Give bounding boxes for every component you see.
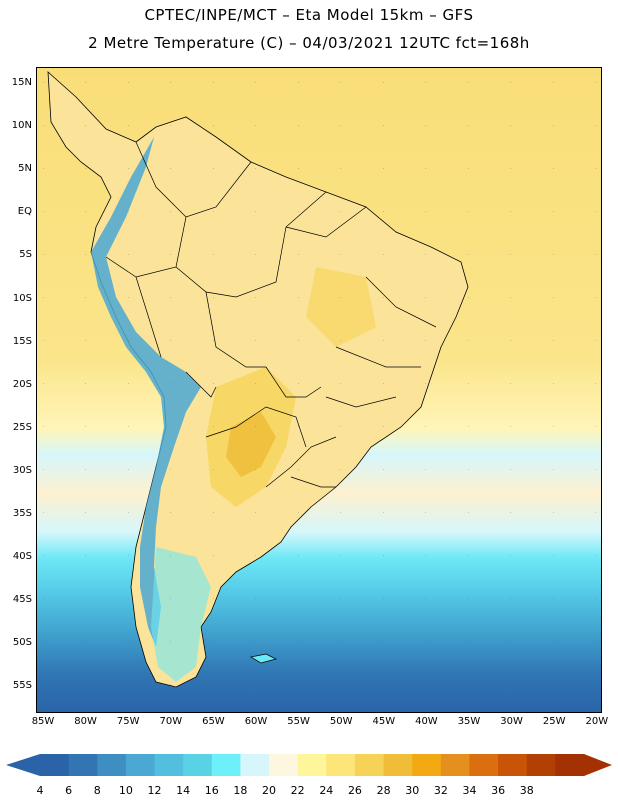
colorbar-swatch xyxy=(412,754,442,776)
longitude-label: 30W xyxy=(500,716,523,727)
longitude-label: 55W xyxy=(287,716,310,727)
colorbar-swatch xyxy=(40,754,70,776)
colorbar-swatch xyxy=(354,754,385,776)
colorbar-swatch xyxy=(498,754,528,776)
colorbar-swatch xyxy=(269,754,299,776)
latitude-label: 50S xyxy=(12,637,32,649)
map-title-line1: CPTEC/INPE/MCT – Eta Model 15km – GFS xyxy=(144,6,474,24)
colorbar-swatch xyxy=(469,754,499,776)
colorbar-swatch xyxy=(183,754,213,776)
latitude-label: 10S xyxy=(12,292,32,304)
colorbar-swatch xyxy=(68,754,98,776)
latitude-label: 25S xyxy=(12,421,32,433)
colorbar-label: 16 xyxy=(204,784,219,797)
longitude-label: 35W xyxy=(457,716,481,727)
colorbar-label: 30 xyxy=(405,784,420,797)
latitude-label: 40S xyxy=(12,551,32,563)
colorbar-swatch xyxy=(326,754,356,776)
map-title-line2: 2 Metre Temperature (C) – 04/03/2021 12U… xyxy=(88,34,530,52)
longitude-label: 45W xyxy=(372,716,396,727)
map-border xyxy=(36,67,602,713)
colorbar-label: 34 xyxy=(462,784,477,797)
longitude-label: 80W xyxy=(74,716,97,727)
latitude-label: 35S xyxy=(12,508,32,519)
latitude-label: 45S xyxy=(12,594,32,606)
colorbar-swatch xyxy=(383,754,413,776)
colorbar-low-arrow xyxy=(6,754,40,776)
latitude-label: 5S xyxy=(19,249,32,261)
colorbar-label: 6 xyxy=(65,784,73,797)
latitude-label: EQ xyxy=(17,206,32,218)
longitude-label: 75W xyxy=(116,716,140,727)
colorbar-label: 36 xyxy=(491,784,506,797)
colorbar-label: 20 xyxy=(262,784,277,797)
colorbar-label: 12 xyxy=(147,784,162,797)
colorbar-swatch xyxy=(125,754,156,776)
longitude-label: 65W xyxy=(202,716,225,727)
longitude-label: 70W xyxy=(159,716,183,727)
colorbar-label: 28 xyxy=(376,784,391,797)
colorbar-label: 8 xyxy=(93,784,101,797)
longitude-label: 40W xyxy=(415,716,438,727)
colorbar-label: 14 xyxy=(176,784,191,797)
latitude-label: 15N xyxy=(11,77,32,88)
colorbar-high-arrow xyxy=(584,754,612,776)
temperature-map xyxy=(36,67,602,713)
latitude-label: 10N xyxy=(11,120,32,132)
latitude-label: 30S xyxy=(12,464,32,476)
colorbar-label: 4 xyxy=(36,784,44,797)
colorbar-label: 24 xyxy=(319,784,334,797)
colorbar-label: 18 xyxy=(233,784,248,797)
colorbar-swatch xyxy=(297,754,327,776)
longitude-label: 50W xyxy=(329,716,353,727)
colorbar-label: 10 xyxy=(118,784,133,797)
colorbar-swatch xyxy=(526,754,556,776)
latitude-label: 20S xyxy=(12,378,32,390)
colorbar xyxy=(0,750,618,800)
colorbar-swatch xyxy=(440,754,470,776)
colorbar-label: 38 xyxy=(519,784,534,797)
colorbar-label: 26 xyxy=(347,784,362,797)
longitude-label: 60W xyxy=(244,716,268,727)
graticule-dots xyxy=(36,67,602,713)
colorbar-swatch xyxy=(211,754,241,776)
colorbar-swatch xyxy=(97,754,127,776)
longitude-label: 20W xyxy=(585,716,609,727)
longitude-label: 25W xyxy=(542,716,566,727)
colorbar-swatch xyxy=(240,754,270,776)
colorbar-swatch xyxy=(555,754,585,776)
latitude-label: 15S xyxy=(12,335,32,347)
colorbar-label: 32 xyxy=(433,784,448,797)
colorbar-swatch xyxy=(154,754,184,776)
colorbar-label: 22 xyxy=(290,784,305,797)
latitude-label: 55S xyxy=(12,680,32,692)
latitude-label: 5N xyxy=(18,163,32,175)
longitude-label: 85W xyxy=(31,716,55,727)
